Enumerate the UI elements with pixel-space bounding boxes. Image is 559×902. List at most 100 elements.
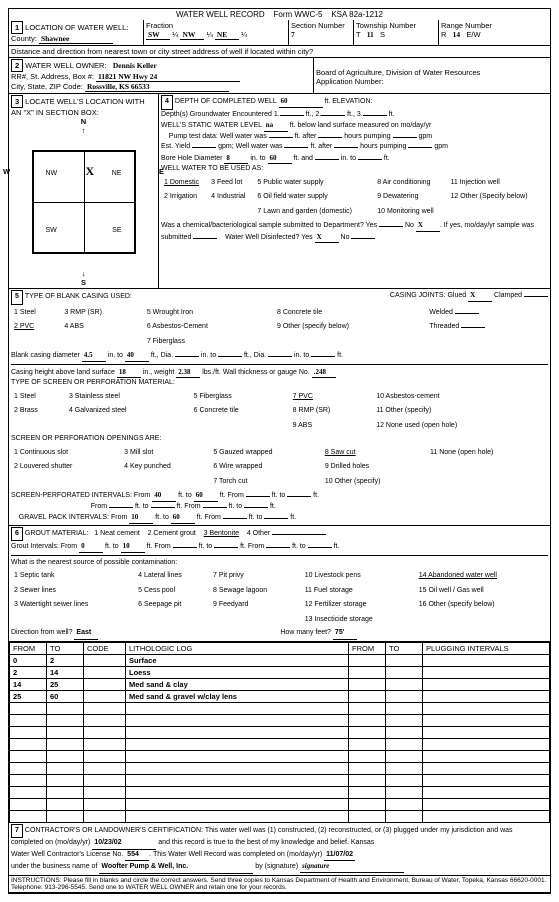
elev: ELEVATION:	[332, 98, 372, 105]
city-lbl: City, State, ZIP Code	[11, 82, 81, 91]
u9: 9 Dewatering	[376, 191, 447, 204]
s7-title: CONTRACTOR'S OR LANDOWNER'S CERTIFICATIO…	[25, 827, 203, 834]
ne-sq: NE	[112, 170, 122, 177]
sec4-num: 4	[161, 95, 173, 110]
dis-x: X	[315, 232, 339, 244]
spi: SCREEN-PERFORATED INTERVALS:	[11, 492, 132, 499]
table-row: 02Surface	[10, 654, 550, 666]
under: under the business name of	[11, 863, 97, 870]
bhd1: 8	[224, 153, 248, 165]
n2: 2 Sewer lines	[13, 585, 135, 598]
s1-title: LOCATION OF WATER WELL:	[25, 23, 128, 32]
section-2: 2WATER WELL OWNER: Dennis Keller RR#, St…	[9, 58, 550, 94]
lithologic-log: FROMTOCODELITHOLOGIC LOGFROMTOPLUGGING I…	[9, 642, 550, 823]
o9: 9 Drilled holes	[324, 461, 427, 474]
o3: 3 Mill slot	[123, 447, 210, 460]
c5: 5 Wrought Iron	[146, 307, 274, 320]
table-row	[10, 738, 550, 750]
gi: Grout Intervals:	[11, 543, 59, 550]
c1: 1 Steel	[13, 307, 61, 320]
hmfv: 75'	[333, 628, 357, 640]
o7: 7 Torch cut	[212, 476, 322, 489]
gi-f: 0	[79, 541, 103, 553]
sc4: 4 Galvanized steel	[68, 405, 191, 418]
u7: 7 Lawn and garden (domestic)	[256, 206, 374, 219]
addr-lbl: RR#, St. Address, Box #	[11, 72, 92, 81]
signature: signature	[300, 861, 404, 873]
swl: WELL'S STATIC WATER LEVEL	[161, 122, 262, 129]
g2: 2 Cement grout	[148, 530, 196, 537]
instr: INSTRUCTIONS: Please fill in blanks and …	[9, 876, 550, 892]
u4: 4 Industrial	[210, 191, 254, 204]
hmf: How many feet?	[280, 629, 331, 636]
sec2-num: 2	[11, 59, 23, 72]
sig: by (signature)	[255, 863, 298, 870]
se-sq: SE	[112, 227, 121, 234]
form-no: Form WWC-5	[274, 10, 323, 19]
n5: 5 Cess pool	[137, 585, 210, 598]
table-row	[10, 810, 550, 822]
est: Est. Yield	[161, 143, 190, 150]
wt-v: 2.38	[176, 367, 200, 379]
s4-title: DEPTH OF COMPLETED WELL	[175, 98, 277, 105]
spo: SCREEN OR PERFORATION OPENINGS ARE:	[11, 435, 161, 442]
gpi-t1: 60	[171, 512, 195, 524]
sc1: 1 Steel	[13, 391, 66, 404]
table-row	[10, 714, 550, 726]
u10: 10 Monitoring well	[376, 206, 447, 219]
co: Woofter Pump & Well, Inc.	[99, 862, 253, 874]
o6: 6 Wire wrapped	[212, 461, 322, 474]
sw-sq: SW	[46, 227, 57, 234]
n6: 6 Seepage pit	[137, 599, 210, 612]
header: WATER WELL RECORD Form WWC-5 KSA 82a-121…	[9, 9, 550, 20]
rec2: This Water Well Record was completed on …	[153, 851, 322, 858]
sc10: 10 Asbestos-cement	[375, 391, 546, 404]
h4: LITHOLOGIC LOG	[126, 642, 349, 654]
o10: 10 Other (specify)	[324, 476, 427, 489]
n14: 14 Abandoned water well	[419, 572, 497, 579]
sec6-num: 6	[11, 527, 23, 542]
sec7-num: 7	[11, 824, 23, 839]
n12: 12 Fertilizer storage	[304, 599, 416, 612]
u12: 12 Other (Specify below)	[450, 191, 547, 204]
s: ↓S	[11, 269, 156, 287]
cert: This water well was (1) constructed, (2)…	[205, 827, 513, 834]
s6-title: GROUT MATERIAL:	[25, 530, 89, 537]
city: Rossville, KS 66533	[85, 82, 229, 92]
chl-v: 18	[117, 367, 141, 379]
sc12: 12 None used (open hole)	[375, 420, 546, 433]
use: WELL WATER TO BE USED AS:	[161, 165, 263, 172]
table-row	[10, 762, 550, 774]
title: WATER WELL RECORD	[176, 10, 265, 19]
e: E	[159, 167, 164, 176]
w: W	[3, 167, 10, 176]
licno: 554	[125, 850, 149, 862]
county-lbl: County:	[11, 34, 37, 43]
h7: PLUGGING INTERVALS	[423, 642, 550, 654]
sw: SW	[146, 30, 170, 40]
s5-title: TYPE OF BLANK CASING USED:	[25, 293, 132, 300]
sc7: 7 PVC	[293, 393, 313, 400]
n9: 9 Feedyard	[212, 599, 302, 612]
table-row	[10, 750, 550, 762]
g3: 3 Bentonite	[204, 530, 239, 537]
u1: 1 Domestic	[164, 179, 199, 186]
app: Application Number:	[316, 77, 384, 86]
h2: TO	[47, 642, 84, 654]
c6: 6 Asbestos-Cement	[146, 321, 274, 334]
h3: CODE	[84, 642, 126, 654]
cj-x: X	[468, 290, 492, 302]
h6: TO	[386, 642, 423, 654]
ne: NE	[215, 30, 239, 40]
chem-x: X	[416, 220, 440, 232]
cj: CASING JOINTS:	[390, 292, 446, 299]
sc8: 8 RMP (SR)	[292, 405, 374, 418]
form: WATER WELL RECORD Form WWC-5 KSA 82a-121…	[8, 8, 551, 894]
sc2: 2 Brass	[13, 405, 66, 418]
o2: 2 Louvered shutter	[13, 461, 121, 474]
n1: 1 Septic tank	[13, 570, 135, 583]
n3: 3 Watertight sewer lines	[13, 599, 135, 612]
table-row	[10, 774, 550, 786]
c7: 7 Fiberglass	[146, 336, 274, 349]
dir: Direction from well?	[11, 629, 72, 636]
